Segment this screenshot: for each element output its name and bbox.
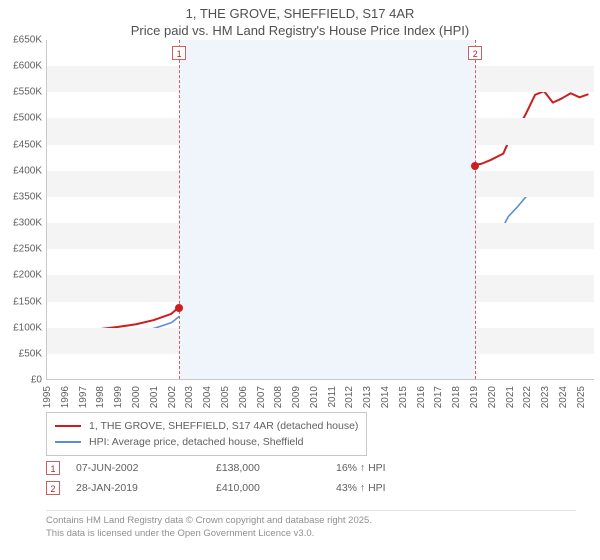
x-tick-label: 2020 <box>487 386 498 408</box>
sale-marker <box>471 162 479 170</box>
y-tick-label: £200K <box>13 270 42 281</box>
chart-container: 1, THE GROVE, SHEFFIELD, S17 4AR Price p… <box>0 0 600 560</box>
x-tick-label: 2004 <box>202 386 213 408</box>
legend-label: 1, THE GROVE, SHEFFIELD, S17 4AR (detach… <box>89 420 358 432</box>
y-tick-label: £550K <box>13 87 42 98</box>
sales-table-row: 1 07-JUN-2002£138,00016% ↑ HPI <box>46 458 566 478</box>
x-tick-label: 2012 <box>344 386 355 408</box>
x-tick-label: 2000 <box>131 386 142 408</box>
sale-vline-badge: 2 <box>468 46 482 60</box>
y-tick-label: £400K <box>13 165 42 176</box>
x-tick-label: 2007 <box>256 386 267 408</box>
x-tick-label: 2014 <box>380 386 391 408</box>
legend-swatch <box>55 441 81 443</box>
y-tick-label: £450K <box>13 139 42 150</box>
y-axis: £0 £50K £100K £150K £200K £250K £300K £350K £400… <box>0 40 46 400</box>
x-tick-label: 2001 <box>149 386 160 408</box>
sale-price: £410,000 <box>216 482 336 494</box>
x-tick-label: 1996 <box>60 386 71 408</box>
ownership-shade <box>179 40 475 379</box>
x-tick-label: 1995 <box>42 386 53 408</box>
footer-line-1: Contains HM Land Registry data © Crown c… <box>46 515 576 528</box>
x-tick-label: 2019 <box>469 386 480 408</box>
title-block: 1, THE GROVE, SHEFFIELD, S17 4AR Price p… <box>0 0 600 38</box>
x-tick-label: 2010 <box>309 386 320 408</box>
legend-row: 1, THE GROVE, SHEFFIELD, S17 4AR (detach… <box>55 418 358 434</box>
legend-swatch <box>55 425 81 427</box>
x-tick-label: 2002 <box>167 386 178 408</box>
sale-badge: 2 <box>46 481 60 495</box>
legend-label: HPI: Average price, detached house, Shef… <box>89 436 303 448</box>
plot-area: 12 <box>46 40 594 380</box>
x-tick-label: 2008 <box>273 386 284 408</box>
sale-delta: 16% ↑ HPI <box>336 462 456 474</box>
y-tick-label: £50K <box>19 348 42 359</box>
x-tick-label: 2013 <box>362 386 373 408</box>
y-tick-label: £250K <box>13 244 42 255</box>
sale-vline <box>475 40 476 379</box>
x-tick-label: 2023 <box>540 386 551 408</box>
x-tick-label: 2015 <box>398 386 409 408</box>
x-tick-label: 1999 <box>113 386 124 408</box>
sale-vline-badge: 1 <box>172 46 186 60</box>
y-tick-label: £650K <box>13 35 42 46</box>
x-tick-label: 2017 <box>433 386 444 408</box>
title-line-1: 1, THE GROVE, SHEFFIELD, S17 4AR <box>0 6 600 21</box>
y-tick-label: £500K <box>13 113 42 124</box>
legend-row: HPI: Average price, detached house, Shef… <box>55 434 358 450</box>
x-tick-label: 2018 <box>451 386 462 408</box>
sale-price: £138,000 <box>216 462 336 474</box>
x-tick-label: 2003 <box>184 386 195 408</box>
x-tick-label: 2011 <box>327 386 338 408</box>
sale-marker <box>175 304 183 312</box>
footer-line-2: This data is licensed under the Open Gov… <box>46 528 576 541</box>
legend: 1, THE GROVE, SHEFFIELD, S17 4AR (detach… <box>46 412 367 456</box>
x-tick-label: 2025 <box>576 386 587 408</box>
sale-badge: 1 <box>46 461 60 475</box>
x-tick-label: 2022 <box>522 386 533 408</box>
x-axis: 1995199619971998199920002001200220032004… <box>46 380 594 410</box>
title-line-2: Price paid vs. HM Land Registry's House … <box>0 23 600 38</box>
y-tick-label: £350K <box>13 191 42 202</box>
sale-date: 28-JAN-2019 <box>76 482 216 494</box>
sale-vline <box>179 40 180 379</box>
x-tick-label: 1997 <box>78 386 89 408</box>
x-tick-label: 2021 <box>505 386 516 408</box>
y-tick-label: £0 <box>31 375 42 386</box>
x-tick-label: 2006 <box>238 386 249 408</box>
sale-date: 07-JUN-2002 <box>76 462 216 474</box>
y-tick-label: £100K <box>13 322 42 333</box>
x-tick-label: 2005 <box>220 386 231 408</box>
sales-table-row: 2 28-JAN-2019£410,00043% ↑ HPI <box>46 478 566 498</box>
x-tick-label: 2016 <box>416 386 427 408</box>
chart-area: £0 £50K £100K £150K £200K £250K £300K £350K £400… <box>0 40 600 410</box>
x-tick-label: 1998 <box>95 386 106 408</box>
y-tick-label: £300K <box>13 218 42 229</box>
x-tick-label: 2024 <box>558 386 569 408</box>
x-tick-label: 2009 <box>291 386 302 408</box>
y-tick-label: £150K <box>13 296 42 307</box>
sale-delta: 43% ↑ HPI <box>336 482 456 494</box>
sales-table: 1 07-JUN-2002£138,00016% ↑ HPI 2 28-JAN-201… <box>46 458 566 498</box>
footer: Contains HM Land Registry data © Crown c… <box>46 510 576 541</box>
y-tick-label: £600K <box>13 61 42 72</box>
